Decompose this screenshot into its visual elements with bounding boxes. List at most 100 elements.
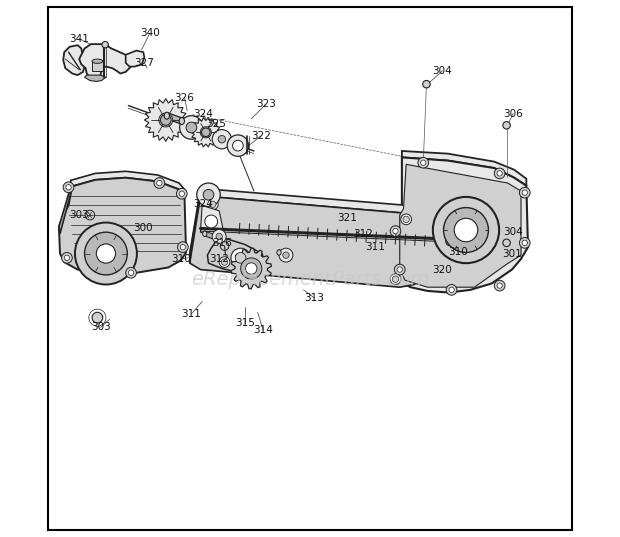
Text: 316: 316 [212, 238, 232, 248]
Circle shape [232, 140, 243, 151]
Polygon shape [205, 231, 216, 240]
Polygon shape [208, 236, 265, 275]
Text: 341: 341 [69, 34, 89, 44]
Circle shape [154, 178, 165, 188]
Circle shape [522, 240, 528, 245]
Circle shape [75, 222, 137, 285]
Circle shape [433, 197, 499, 263]
Circle shape [220, 242, 229, 250]
Text: 303: 303 [91, 322, 110, 332]
Circle shape [208, 199, 218, 210]
Text: 325: 325 [206, 119, 226, 129]
Circle shape [96, 244, 115, 263]
Circle shape [202, 128, 210, 136]
Polygon shape [279, 250, 291, 259]
Polygon shape [200, 206, 223, 237]
Text: 303: 303 [69, 210, 89, 220]
Polygon shape [79, 44, 131, 79]
Circle shape [520, 237, 530, 248]
Text: 321: 321 [337, 213, 357, 223]
Circle shape [161, 114, 171, 125]
Circle shape [497, 171, 502, 176]
Polygon shape [191, 118, 221, 147]
Polygon shape [402, 151, 526, 186]
Text: 306: 306 [503, 108, 523, 119]
Circle shape [126, 267, 136, 278]
Text: 326: 326 [174, 92, 195, 103]
Polygon shape [71, 171, 185, 195]
Circle shape [205, 215, 218, 228]
Circle shape [283, 252, 289, 258]
Polygon shape [144, 99, 187, 141]
Circle shape [200, 127, 211, 138]
Circle shape [203, 190, 214, 200]
Ellipse shape [446, 235, 452, 245]
Text: 313: 313 [304, 293, 324, 303]
Circle shape [212, 229, 226, 243]
Text: 310: 310 [171, 254, 190, 264]
Polygon shape [167, 113, 182, 124]
Text: 310: 310 [449, 248, 468, 257]
Text: 304: 304 [503, 227, 523, 237]
Circle shape [522, 190, 528, 195]
Ellipse shape [92, 59, 103, 63]
Text: 340: 340 [140, 28, 159, 39]
Circle shape [84, 232, 127, 275]
Polygon shape [393, 157, 528, 293]
Circle shape [63, 182, 74, 193]
Circle shape [177, 242, 188, 252]
Text: 314: 314 [253, 325, 273, 335]
Circle shape [212, 129, 231, 149]
Text: 324: 324 [193, 199, 213, 209]
Circle shape [520, 187, 530, 198]
Polygon shape [190, 196, 428, 287]
Circle shape [246, 263, 257, 274]
Circle shape [216, 233, 223, 240]
Text: 300: 300 [133, 223, 153, 234]
Ellipse shape [203, 231, 207, 236]
Circle shape [197, 183, 220, 207]
Circle shape [219, 257, 230, 267]
Circle shape [64, 255, 69, 260]
Circle shape [157, 180, 162, 186]
Polygon shape [231, 248, 272, 289]
Circle shape [443, 208, 489, 252]
Text: 320: 320 [433, 265, 453, 274]
Circle shape [401, 214, 412, 224]
Text: 324: 324 [193, 108, 213, 119]
Circle shape [397, 267, 402, 272]
Polygon shape [190, 188, 200, 263]
Circle shape [159, 113, 173, 127]
Ellipse shape [164, 112, 169, 119]
Polygon shape [84, 75, 106, 82]
Circle shape [503, 239, 510, 246]
Circle shape [420, 160, 426, 165]
Circle shape [494, 280, 505, 291]
Polygon shape [92, 61, 103, 71]
Polygon shape [400, 164, 521, 287]
Text: 315: 315 [235, 318, 255, 328]
Circle shape [218, 135, 226, 143]
Text: 312: 312 [353, 229, 373, 239]
Text: 323: 323 [256, 99, 276, 109]
Circle shape [128, 270, 134, 275]
Text: 312: 312 [209, 254, 229, 264]
Text: eReplacementParts.com: eReplacementParts.com [191, 270, 429, 289]
Circle shape [231, 248, 250, 267]
Text: 311: 311 [182, 309, 202, 319]
Polygon shape [59, 187, 71, 234]
Circle shape [210, 201, 216, 208]
Circle shape [61, 252, 73, 263]
Circle shape [454, 218, 478, 242]
Circle shape [241, 258, 262, 279]
Circle shape [186, 122, 197, 133]
Circle shape [180, 115, 203, 139]
Circle shape [227, 135, 249, 156]
Ellipse shape [277, 250, 281, 255]
Circle shape [446, 285, 457, 295]
Circle shape [390, 274, 401, 285]
Circle shape [494, 168, 505, 179]
Circle shape [497, 283, 502, 288]
Circle shape [393, 228, 398, 234]
Circle shape [177, 188, 187, 199]
